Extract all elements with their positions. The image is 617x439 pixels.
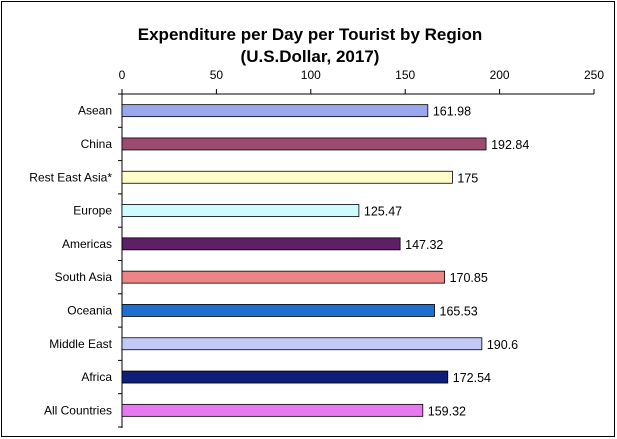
bar-europe (121, 204, 360, 217)
category-label: Rest East Asia* (29, 170, 112, 184)
data-label: 175 (457, 171, 478, 185)
category-label: South Asia (55, 270, 113, 284)
category-label: All Countries (44, 403, 112, 417)
x-tick-label: 50 (210, 68, 224, 82)
bar-rest-east-asia (121, 170, 453, 184)
bar-africa (121, 370, 449, 384)
chart-subtitle: (U.S.Dollar, 2017) (241, 47, 380, 66)
bar-oceania (121, 304, 435, 317)
bars: Asean 161.98 China 192.84 Rest East Asia* 175… (29, 104, 529, 419)
category-label: Oceania (67, 303, 112, 317)
data-label: 172.54 (453, 371, 491, 385)
bar-middle-east (121, 337, 483, 351)
bar-south-asia (121, 270, 445, 284)
x-tick-label: 100 (301, 68, 321, 82)
category-label: Europe (73, 204, 112, 218)
bar-americas (121, 237, 401, 251)
bar-all-countries (121, 403, 424, 417)
category-label: Americas (62, 237, 112, 251)
data-label: 147.32 (405, 238, 443, 252)
bar-asean (121, 104, 429, 118)
data-label: 159.32 (428, 404, 466, 418)
x-tick-label: 250 (584, 68, 604, 82)
chart-title: Expenditure per Day per Tourist by Regio… (138, 25, 482, 44)
data-label: 170.85 (450, 271, 488, 285)
data-label: 161.98 (433, 105, 471, 119)
data-label: 190.6 (487, 338, 518, 352)
data-label: 192.84 (491, 138, 529, 152)
category-label: China (81, 137, 113, 151)
bar-china (121, 137, 487, 151)
x-tick-label: 0 (119, 68, 126, 82)
data-label: 125.47 (364, 205, 402, 219)
category-label: Middle East (49, 337, 112, 351)
category-label: Asean (78, 104, 112, 118)
x-tick-label: 200 (490, 68, 510, 82)
x-tick-label: 150 (395, 68, 415, 82)
category-label: Africa (81, 370, 112, 384)
data-label: 165.53 (440, 304, 478, 318)
